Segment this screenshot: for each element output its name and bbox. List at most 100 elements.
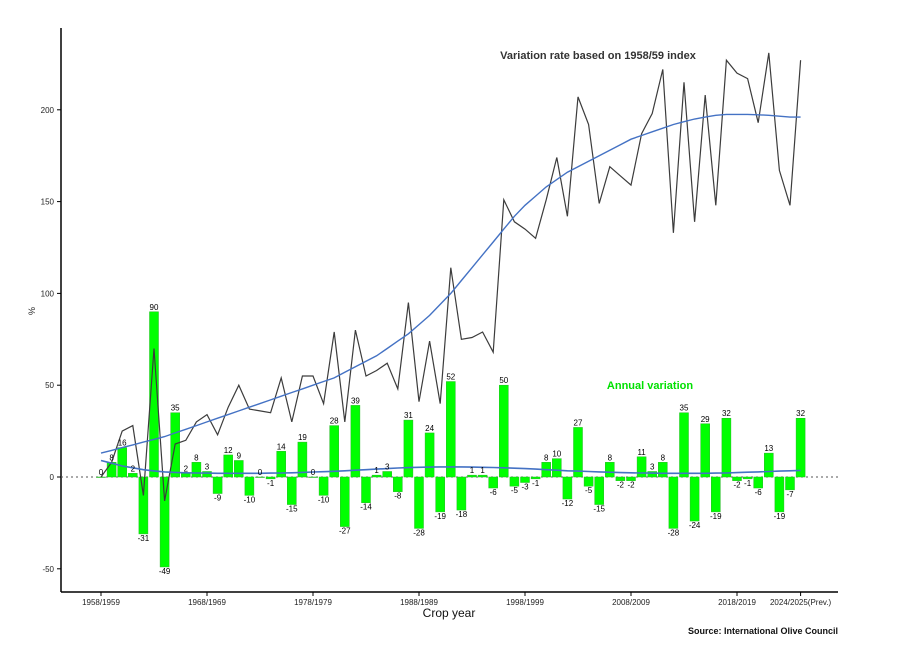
bar-value-label: -27 (339, 527, 351, 536)
bar (403, 419, 414, 478)
bar (350, 405, 361, 478)
bar (424, 432, 435, 478)
bar (774, 476, 785, 513)
bar (552, 458, 562, 478)
bar (689, 476, 700, 522)
bar-value-label: 50 (499, 376, 508, 385)
bar (340, 476, 350, 527)
bar-value-label: 3 (205, 462, 210, 471)
bar-value-label: -2 (617, 481, 625, 490)
bar (138, 476, 149, 535)
bar-value-label: 13 (764, 444, 773, 453)
bar (287, 476, 297, 505)
bar-value-label: 52 (446, 373, 455, 382)
bar-value-label: -24 (689, 521, 701, 530)
index-trend-line (100, 113, 801, 454)
bar (223, 454, 233, 478)
bar (191, 462, 202, 478)
bar (128, 473, 138, 478)
bar-value-label: -2 (733, 481, 741, 490)
bar-value-label: 1 (374, 466, 379, 475)
bar-value-label: 31 (404, 411, 413, 420)
bar (96, 476, 106, 478)
bar-value-label: -10 (244, 495, 256, 504)
annual-series-label: Annual variation (607, 380, 693, 392)
bar-value-label: -19 (434, 512, 446, 521)
bar (626, 476, 636, 481)
bar (159, 476, 170, 568)
bar (679, 412, 689, 478)
bar-labels: 08162-3190-4935283-9129-100-114-15190-10… (99, 303, 806, 576)
bar (668, 476, 679, 529)
bar-value-label: 3 (385, 462, 390, 471)
chart-text: % Crop year Variation rate based on 1958… (27, 50, 838, 636)
bar (234, 460, 244, 478)
bar (753, 476, 763, 489)
bar-value-label: -1 (267, 479, 275, 488)
x-tick-label: 2008/2009 (612, 598, 650, 607)
bar-value-label: 8 (194, 453, 199, 462)
bar (594, 476, 604, 505)
bar-value-label: 32 (796, 409, 805, 418)
bar (212, 476, 223, 494)
y-tick-label: 100 (41, 289, 55, 298)
bar (318, 476, 329, 496)
bar (255, 476, 265, 478)
bar (658, 462, 668, 478)
x-tick-label: 1978/1979 (294, 598, 332, 607)
x-tick-label: 1998/1999 (506, 598, 544, 607)
bar (732, 476, 742, 481)
bar-value-label: -28 (413, 528, 425, 537)
bar-value-label: -6 (490, 488, 498, 497)
bar-value-label: 14 (277, 442, 286, 451)
x-tick-label: 2018/2019 (718, 598, 756, 607)
bar-value-label: 19 (298, 433, 307, 442)
bar-value-label: 35 (680, 404, 689, 413)
y-tick-label: 200 (41, 106, 55, 115)
bar-value-label: 8 (544, 453, 549, 462)
y-tick-label: 50 (45, 381, 54, 390)
bar-value-label: -14 (360, 503, 372, 512)
bar-value-label: 28 (330, 417, 339, 426)
bar (297, 441, 308, 478)
bar-value-label: -9 (214, 494, 222, 503)
bar-value-label: 8 (608, 453, 613, 462)
x-axis-label: Crop year (423, 606, 476, 620)
bar-value-label: -1 (744, 479, 752, 488)
bar-value-label: -2 (627, 481, 635, 490)
bar (117, 447, 127, 478)
annual-trend-line (100, 459, 801, 475)
bar (308, 476, 318, 478)
bar-value-label: -15 (286, 505, 298, 514)
source-text: Source: International Olive Council (688, 626, 838, 636)
bar (414, 476, 424, 529)
bar (382, 471, 392, 478)
y-tick-label: 150 (41, 198, 55, 207)
bar (329, 425, 339, 478)
x-tick-label: 2024/2025(Prev.) (770, 598, 832, 607)
bar (477, 474, 488, 478)
x-tick-label: 1988/1989 (400, 598, 438, 607)
bar (711, 476, 721, 513)
y-axis-label: % (27, 307, 37, 315)
bar-value-label: 1 (480, 466, 485, 475)
bar-value-label: 10 (552, 450, 561, 459)
bar-value-label: 1 (470, 466, 475, 475)
bar-value-label: 16 (118, 439, 127, 448)
bar-value-label: -28 (668, 528, 680, 537)
bar (488, 476, 498, 489)
x-ticks: 1958/1959 1968/1969 1978/1979 1988/1989 1998… (82, 592, 832, 607)
bar (562, 476, 573, 500)
bar (265, 476, 276, 480)
bar-value-label: -1 (532, 479, 540, 488)
index-series-label: Variation rate based on 1958/59 index (500, 50, 697, 62)
bar-value-label: -5 (585, 486, 593, 495)
bar-value-label: -10 (318, 495, 330, 504)
bar-value-label: -8 (394, 492, 402, 501)
bar-value-label: 39 (351, 396, 360, 405)
bar (467, 474, 477, 478)
x-tick-label: 1958/1959 (82, 598, 120, 607)
x-tick-label: 1968/1969 (188, 598, 226, 607)
bar (700, 423, 710, 478)
